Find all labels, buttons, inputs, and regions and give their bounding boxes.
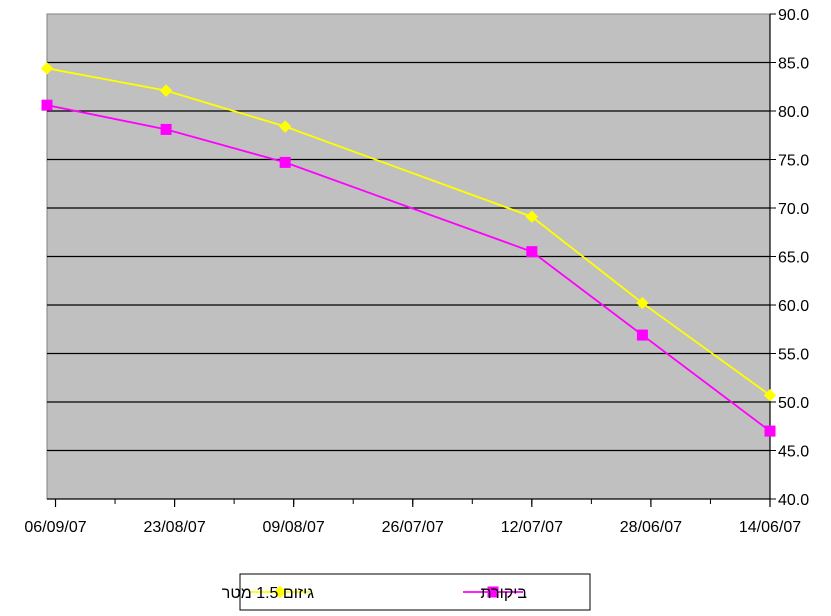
x-tick-label: 23/08/07: [143, 519, 205, 536]
y-tick-label: 60.0: [778, 298, 809, 315]
data-point-marker: [278, 120, 292, 133]
y-tick-label: 55.0: [778, 347, 809, 364]
legend-label-1: ביקורת: [481, 585, 528, 602]
data-point-marker: [279, 156, 291, 168]
axes: 40.0 45.0 50.0 55.0 60.0 65.0 70.0 75.0 80.0 85.0…: [24, 7, 809, 536]
data-point-marker: [160, 123, 172, 135]
y-tick-label: 40.0: [778, 492, 809, 509]
y-tick-label: 70.0: [778, 201, 809, 218]
x-tick-label: 06/09/07: [24, 519, 86, 536]
y-tick-label: 85.0: [778, 56, 809, 73]
data-point-marker: [636, 296, 649, 310]
data-point-marker: [526, 246, 538, 258]
legend-marker-0: [273, 585, 287, 599]
x-tick-label: 26/07/07: [382, 519, 444, 536]
data-point-marker: [159, 84, 173, 97]
series-line: [46, 104, 771, 432]
y-tick-label: 75.0: [778, 153, 809, 170]
y-tick-label: 80.0: [778, 104, 809, 121]
legend-marker-1: [487, 586, 499, 598]
legend-label-0: גיזום 1.5 מטר: [222, 585, 314, 602]
data-point-marker: [764, 425, 776, 437]
data-point-marker: [636, 329, 648, 341]
series-control: [41, 99, 776, 437]
x-tick-label: 09/08/07: [263, 519, 325, 536]
series-pruning: [40, 62, 777, 402]
x-tick-label: 28/06/07: [620, 519, 682, 536]
data-point-marker: [525, 210, 539, 223]
y-tick-label: 65.0: [778, 250, 809, 267]
series-line: [46, 67, 771, 396]
data-point-marker: [40, 62, 54, 75]
y-tick-label: 90.0: [778, 7, 809, 24]
series-layer: [40, 62, 777, 437]
x-tick-label: 14/06/07: [739, 519, 801, 536]
data-point-marker: [763, 389, 777, 402]
legend: גיזום 1.5 מטר ביקורת: [222, 573, 591, 611]
y-tick-label: 45.0: [778, 444, 809, 461]
gridlines: [47, 61, 770, 452]
y-tick-label: 50.0: [778, 395, 809, 412]
x-tick-label: 12/07/07: [501, 519, 563, 536]
data-point-marker: [41, 99, 53, 111]
